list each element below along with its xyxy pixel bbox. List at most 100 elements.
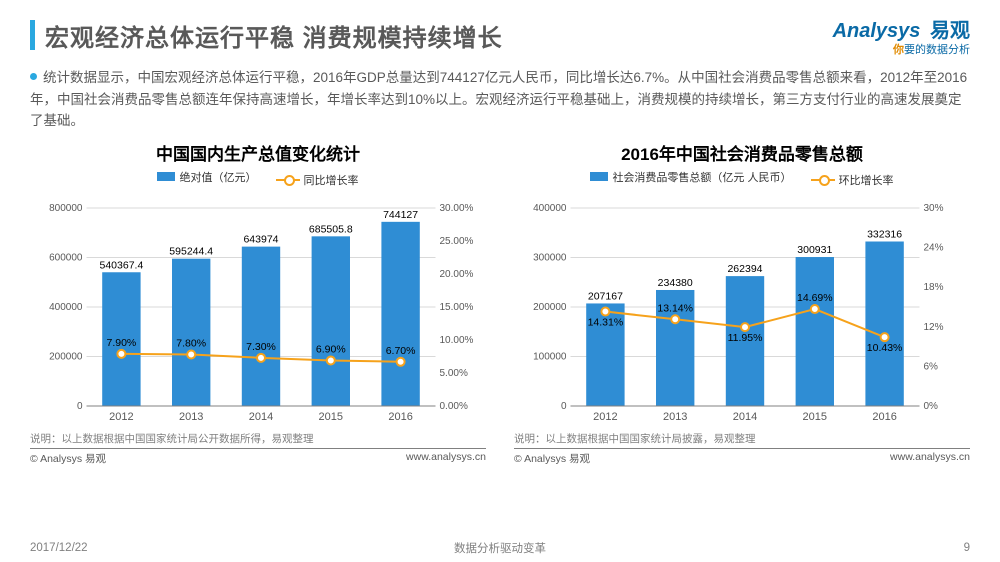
svg-text:2015: 2015 [803,411,827,423]
svg-text:100000: 100000 [533,352,567,363]
logo-cn: 易观 [930,20,970,42]
svg-text:332316: 332316 [867,229,902,241]
svg-text:11.95%: 11.95% [728,332,763,344]
svg-text:685505.8: 685505.8 [309,224,353,236]
legend-line-swatch [811,179,835,181]
svg-text:2014: 2014 [733,411,757,423]
slide-title: 宏观经济总体运行平稳 消费规模持续增长 [45,18,503,53]
footer-center: 数据分析驱动变革 [454,540,546,556]
svg-text:24%: 24% [924,243,944,254]
svg-text:2012: 2012 [593,411,617,423]
description-block: 统计数据显示，中国宏观经济总体运行平稳，2016年GDP总量达到744127亿元… [30,67,970,132]
attrib-right: www.analysys.cn [890,451,970,466]
svg-text:300931: 300931 [797,244,832,256]
svg-text:200000: 200000 [49,352,83,363]
svg-text:2015: 2015 [319,411,343,423]
chart-left-title: 中国国内生产总值变化统计 [30,140,486,165]
svg-text:10.43%: 10.43% [867,342,903,354]
svg-text:2013: 2013 [179,411,203,423]
footer-date: 2017/12/22 [30,542,88,554]
legend-bar-label: 社会消费品零售总额（亿元 人民币） [612,169,791,185]
legend-line-item: .leg-line::before{border-color:#f6a21b} 同… [276,172,359,188]
logo-tagline: 你要的数据分析 [833,41,970,57]
chart-left-attrib: © Analysys 易观 www.analysys.cn [30,448,486,466]
svg-text:14.31%: 14.31% [588,317,624,329]
svg-text:14.69%: 14.69% [797,292,833,304]
logo-tagline-rest: 要的数据分析 [904,44,970,56]
legend-bar-swatch [157,172,175,181]
legend-bar-item: 绝对值（亿元） [157,169,256,185]
title-accent-bar [30,20,35,50]
svg-text:25.00%: 25.00% [440,236,474,247]
bullet-icon [30,73,37,80]
logo-tagline-accent: 你 [893,44,904,56]
chart-left-block: 中国国内生产总值变化统计 绝对值（亿元） .leg-line::before{b… [30,140,486,467]
svg-text:7.80%: 7.80% [176,338,206,350]
logo-en: Analysys [833,20,921,42]
svg-text:600000: 600000 [49,253,83,264]
svg-text:2013: 2013 [663,411,687,423]
svg-text:13.14%: 13.14% [657,303,693,315]
chart-left-legend: 绝对值（亿元） .leg-line::before{border-color:#… [30,169,486,189]
chart-right-legend: 社会消费品零售总额（亿元 人民币） 环比增长率 [514,169,970,189]
svg-text:6.90%: 6.90% [316,344,346,356]
chart-right-plot: 0 100000 200000 300000 400000 0% 6% 12% 18% 24% 30… [514,190,970,430]
svg-text:400000: 400000 [533,203,567,214]
chart-left-source: 说明：以上数据根据中国国家统计局公开数据所得，易观整理 [30,431,486,446]
legend-bar-swatch [590,172,608,181]
svg-text:0.00%: 0.00% [440,401,468,412]
svg-text:20.00%: 20.00% [440,269,474,280]
svg-text:744127: 744127 [383,209,418,221]
svg-text:200000: 200000 [533,302,567,313]
svg-text:800000: 800000 [49,203,83,214]
legend-bar-label: 绝对值（亿元） [179,169,256,185]
footer-page: 9 [964,542,970,554]
svg-text:2012: 2012 [109,411,133,423]
legend-bar-item: 社会消费品零售总额（亿元 人民币） [590,169,791,185]
brand-logo: Analysys 易观 你要的数据分析 [833,14,970,57]
svg-text:400000: 400000 [49,302,83,313]
chart-right-attrib: © Analysys 易观 www.analysys.cn [514,448,970,466]
svg-text:595244.4: 595244.4 [169,246,213,258]
svg-text:300000: 300000 [533,253,567,264]
header: 宏观经济总体运行平稳 消费规模持续增长 Analysys 易观 你要的数据分析 [30,18,970,57]
legend-line-item: 环比增长率 [811,172,894,188]
logo-main: Analysys 易观 [833,14,970,43]
svg-text:0: 0 [77,401,83,412]
attrib-left: © Analysys 易观 [30,451,106,466]
svg-text:5.00%: 5.00% [440,368,468,379]
svg-text:2016: 2016 [872,411,896,423]
svg-text:234380: 234380 [658,277,693,289]
legend-line-label: 环比增长率 [839,172,894,188]
svg-text:15.00%: 15.00% [440,302,474,313]
title-wrap: 宏观经济总体运行平稳 消费规模持续增长 [30,18,503,53]
chart-right-block: 2016年中国社会消费品零售总额 社会消费品零售总额（亿元 人民币） 环比增长率… [514,140,970,467]
description-text: 统计数据显示，中国宏观经济总体运行平稳，2016年GDP总量达到744127亿元… [30,70,967,128]
svg-text:10.00%: 10.00% [440,335,474,346]
svg-text:6%: 6% [924,362,939,373]
svg-text:643974: 643974 [243,234,278,246]
svg-text:0: 0 [561,401,567,412]
attrib-right: www.analysys.cn [406,451,486,466]
svg-text:262394: 262394 [727,263,762,275]
svg-text:30%: 30% [924,203,944,214]
svg-text:18%: 18% [924,282,944,293]
legend-line-label: 同比增长率 [304,172,359,188]
legend-line-swatch: .leg-line::before{border-color:#f6a21b} [276,179,300,181]
svg-text:12%: 12% [924,322,944,333]
svg-text:2016: 2016 [388,411,412,423]
svg-text:540367.4: 540367.4 [100,260,144,272]
chart-right-title: 2016年中国社会消费品零售总额 [514,140,970,165]
slide-root: 宏观经济总体运行平稳 消费规模持续增长 Analysys 易观 你要的数据分析 … [0,0,1000,562]
charts-row: 中国国内生产总值变化统计 绝对值（亿元） .leg-line::before{b… [30,140,970,467]
svg-text:7.30%: 7.30% [246,341,276,353]
svg-text:0%: 0% [924,401,939,412]
footer: 2017/12/22 数据分析驱动变革 9 [0,536,1000,562]
svg-text:207167: 207167 [588,291,623,303]
svg-text:2014: 2014 [249,411,273,423]
svg-text:6.70%: 6.70% [386,345,416,357]
chart-right-source: 说明：以上数据根据中国国家统计局披露，易观整理 [514,431,970,446]
svg-text:7.90%: 7.90% [107,337,137,349]
chart-left-plot: 0 200000 400000 600000 800000 0.00% 5.00% 10.00… [30,190,486,430]
attrib-left: © Analysys 易观 [514,451,590,466]
